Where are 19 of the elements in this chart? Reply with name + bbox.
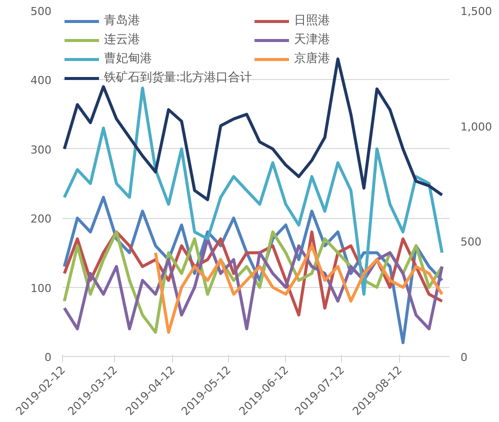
y2-tick-label: 500 [460,236,482,249]
legend-label: 青岛港 [104,12,140,29]
legend-label: 京唐港 [294,50,330,67]
legend-label: 日照港 [294,12,330,29]
y2-tick-label: 1,500 [460,5,492,18]
line-series [154,244,444,334]
y-tick-label: 100 [30,282,52,295]
legend-label: 曹妃甸港 [104,50,152,67]
y-tick-label: 400 [30,74,52,88]
line-series [62,86,444,296]
legend-label: 天津港 [294,31,330,48]
y-tick-label: 0 [44,351,52,364]
legend-label: 连云港 [104,31,140,48]
y-tick-label: 300 [30,143,52,156]
y-tick-label: 200 [30,212,52,226]
y-tick-label: 500 [30,5,52,18]
legend-label: 铁矿石到货量:北方港口合计 [104,69,252,86]
y2-tick-label: 1,000 [460,120,492,134]
y2-tick-label: 0 [460,351,468,364]
